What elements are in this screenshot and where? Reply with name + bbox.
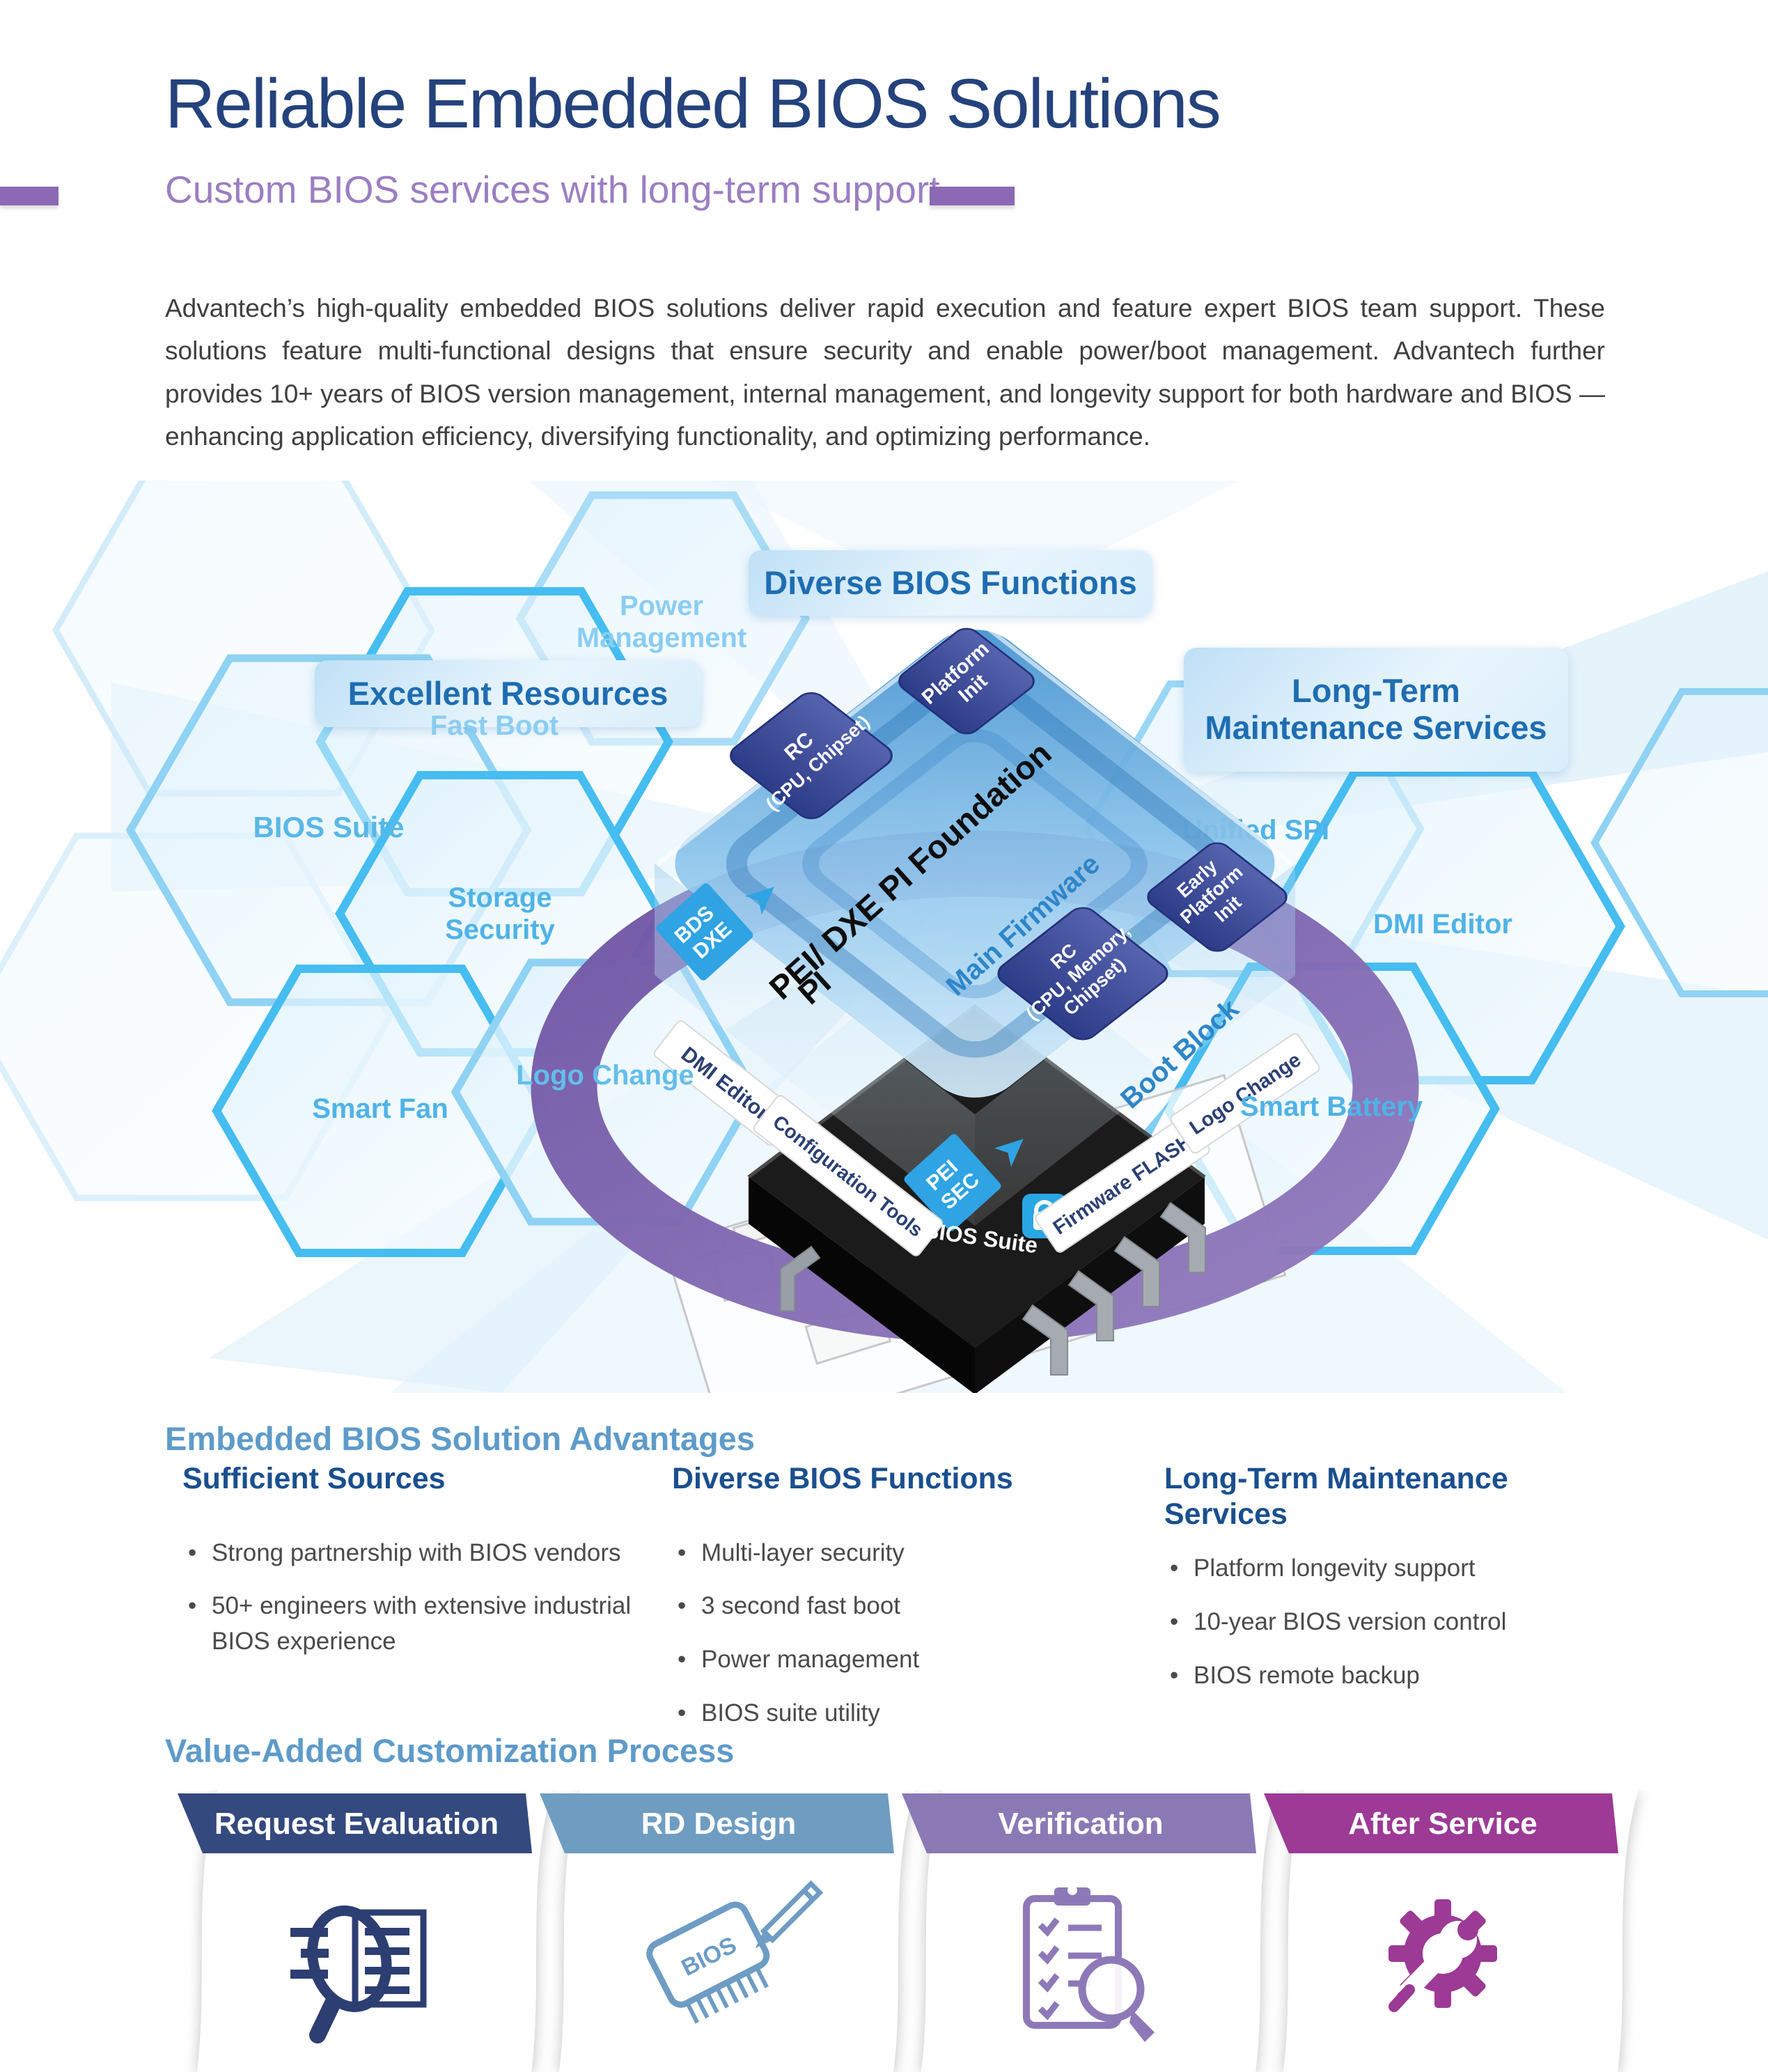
accent-bar-left: [0, 187, 58, 205]
bullet-list: Strong partnership with BIOS vendors 50+…: [182, 1536, 642, 1660]
bullet-item: Platform longevity support: [1164, 1551, 1554, 1587]
bullet-item: 10-year BIOS version control: [1164, 1605, 1554, 1640]
hexagon-smart-fan: [212, 965, 549, 1257]
diagram-heading-long-term-maintenance: Long-Term Maintenance Services: [1184, 648, 1568, 772]
flag-pei-sec: PEI SEC: [904, 1134, 1024, 1231]
banner-verification: [902, 1793, 1256, 1853]
hex-label-bios-suite: BIOS Suite: [253, 811, 405, 843]
page-title: Reliable Embedded BIOS Solutions: [165, 65, 1221, 143]
column-title: Diverse BIOS Functions: [672, 1462, 1013, 1495]
wrench-glyph: [1388, 1919, 1478, 2012]
hex-label-logo-change: Logo Change: [516, 1060, 694, 1091]
banner-label: Request Evaluation: [214, 1807, 499, 1841]
chip-glass-left: [655, 864, 975, 1226]
hex-label-storage-security: Storage Security: [445, 882, 555, 945]
process-banners: Request Evaluation RD Design Verificatio…: [178, 1793, 1618, 1853]
banner-rd-design: [540, 1793, 894, 1853]
bullet-item: 50+ engineers with extensive industrial …: [182, 1589, 642, 1660]
process-flow: Request Evaluation RD Design Verificatio…: [178, 1790, 1638, 2072]
chip-legs: [780, 1201, 1206, 1376]
accent-bar-right: [930, 187, 1015, 205]
banner-label: RD Design: [641, 1807, 796, 1841]
hex-label-power-management: Power Management: [576, 591, 747, 653]
diagram-heading-diverse-bios-functions: Diverse BIOS Functions: [749, 550, 1152, 616]
gear-wrench-icon: [1388, 1899, 1497, 2012]
intro-paragraph: Advantech’s high-quality embedded BIOS s…: [165, 294, 1606, 451]
banner-request-evaluation: [178, 1793, 532, 1853]
column-title: Sufficient Sources: [182, 1462, 446, 1495]
bios-architecture-diagram: Unified SPI: [0, 481, 1768, 1393]
firmware-blocks: RC (CPU, Chipset) Platform Init RC (CPU,…: [730, 628, 1288, 1041]
hex-label-dmi-editor: DMI Editor: [1373, 909, 1512, 940]
bullet-item: 3 second fast boot: [672, 1589, 1118, 1624]
advantages-heading: Embedded BIOS Solution Advantages: [165, 1420, 755, 1457]
checklist-magnifier-icon: [1023, 1885, 1155, 2042]
hex-label-smart-battery: Smart Battery: [1239, 1091, 1423, 1122]
hex-label-smart-fan: Smart Fan: [312, 1093, 448, 1124]
diagram-canvas: Unified SPI: [0, 481, 1768, 1393]
bullet-item: BIOS suite utility: [672, 1696, 1118, 1731]
bios-chip-pencil-icon: BIOS: [646, 1880, 824, 2024]
bullet-item: Power management: [672, 1642, 1118, 1678]
column-title: Long-Term Maintenance Services: [1164, 1462, 1508, 1531]
banner-after-service: [1264, 1793, 1618, 1853]
flag-bds-dxe: BDS DXE: [656, 883, 774, 981]
banner-label: Verification: [998, 1807, 1163, 1841]
chip-glass-right: [975, 864, 1295, 1226]
bullet-list: Platform longevity support 10-year BIOS …: [1164, 1551, 1554, 1693]
banner-label: After Service: [1348, 1807, 1537, 1841]
process-heading: Value-Added Customization Process: [165, 1732, 735, 1769]
bullet-item: Strong partnership with BIOS vendors: [182, 1536, 642, 1571]
advantages-column-diverse-bios-functions: Diverse BIOS Functions Multi-layer secur…: [672, 1461, 1118, 1750]
hex-label-fast-boot: Fast Boot: [430, 710, 559, 741]
bullet-list: Multi-layer security 3 second fast boot …: [672, 1536, 1118, 1731]
bullet-item: BIOS remote backup: [1164, 1658, 1554, 1694]
advantages-column-sufficient-sources: Sufficient Sources Strong partnership wi…: [182, 1461, 642, 1678]
hexagon-right-edge: [1590, 688, 1768, 997]
bullet-item: Multi-layer security: [672, 1536, 1118, 1571]
page-subtitle: Custom BIOS services with long-term supp…: [165, 168, 940, 211]
diagram-heading-excellent-resources: Excellent Resources: [315, 660, 701, 727]
document-magnifier-icon: [290, 1905, 427, 2043]
advantages-column-long-term-maintenance: Long-Term Maintenance Services Platform …: [1164, 1461, 1554, 1712]
